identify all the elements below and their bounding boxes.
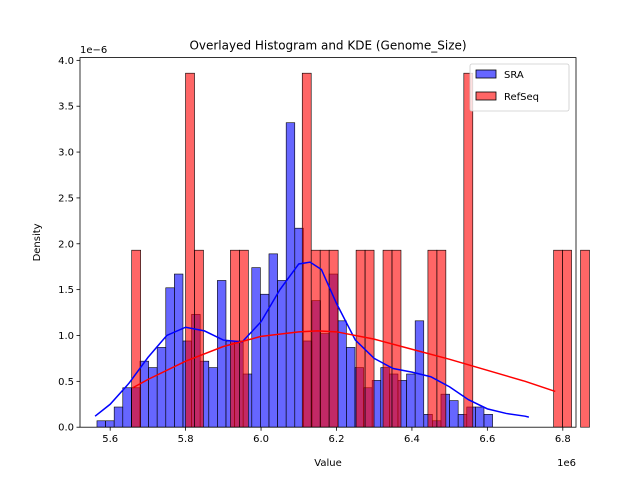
bar-refseq-37 (463, 72, 474, 428)
x-tick-label-4: 6.4 (404, 434, 420, 445)
bar-refseq-12 (239, 249, 249, 428)
bar-refseq-7 (194, 249, 204, 428)
bar-refseq-28 (382, 249, 393, 428)
kde-lines-layer (94, 261, 556, 418)
bar-refseq-25 (355, 249, 366, 428)
bar-refseq-19 (301, 72, 312, 428)
y-tick-label-7: 3.5 (58, 102, 74, 113)
bar-sra-28 (337, 320, 347, 428)
x-offset-text: 1e6 (557, 458, 576, 469)
bar-sra-18 (251, 267, 261, 428)
y-axis-label: Density (32, 223, 43, 261)
bar-sra-7 (156, 347, 167, 428)
y-tick-label-2: 1.0 (58, 331, 74, 342)
axes-layer (79, 57, 577, 428)
x-ticks: 5.6 5.8 6.0 6.2 6.4 6.6 6.8 (102, 427, 571, 445)
legend: SRA RefSeq (469, 63, 570, 112)
bar-sra-45 (483, 414, 493, 428)
bar-sra-44 (475, 406, 485, 428)
x-tick-label-3: 6.2 (329, 434, 345, 445)
legend-swatch-sra (475, 69, 497, 79)
bar-refseq-11 (230, 249, 240, 428)
bars-layer (96, 72, 590, 428)
y-tick-label-0: 0.0 (58, 423, 74, 434)
kde-line-sra-kde (94, 261, 530, 418)
bar-refseq-29 (391, 249, 402, 428)
y-offset-text: 1e−6 (80, 45, 107, 56)
y-tick-label-6: 3.0 (58, 148, 74, 159)
bar-refseq-6 (185, 72, 195, 428)
x-tick-label-1: 5.8 (178, 434, 194, 445)
bar-sra-5 (139, 360, 149, 428)
bar-refseq-33 (427, 249, 438, 428)
bar-refseq-22 (328, 249, 339, 428)
bar-sra-14 (217, 280, 227, 428)
bar-refseq-0 (131, 249, 141, 428)
bar-refseq-47 (553, 249, 563, 428)
x-axis-label: Value (314, 458, 341, 469)
x-tick-label-2: 6.0 (253, 434, 269, 445)
legend-label-refseq: RefSeq (504, 92, 539, 103)
bar-refseq-34 (436, 249, 447, 428)
bar-sra-13 (208, 367, 218, 428)
bar-refseq-50 (580, 249, 590, 428)
y-tick-label-4: 2.0 (58, 239, 74, 250)
bar-sra-29 (346, 347, 356, 428)
y-ticks: 0.0 0.5 1.0 1.5 2.0 2.5 3.0 3.5 4.0 (58, 56, 80, 434)
bar-sra-36 (406, 373, 416, 428)
bar-sra-21 (277, 280, 287, 428)
bar-sra-20 (268, 253, 278, 428)
y-tick-label-8: 4.0 (58, 56, 74, 67)
bar-refseq-20 (310, 249, 321, 428)
chart-title: Overlayed Histogram and KDE (Genome_Size… (189, 39, 466, 53)
y-tick-label-3: 1.5 (58, 285, 74, 296)
bar-sra-41 (449, 400, 459, 428)
x-tick-label-0: 5.6 (102, 434, 118, 445)
bar-sra-3 (122, 387, 132, 428)
bar-refseq-48 (562, 249, 572, 428)
bar-sra-0 (96, 420, 106, 428)
plot-frame (79, 57, 577, 428)
bar-sra-8 (165, 287, 175, 428)
legend-label-sra: SRA (504, 70, 524, 81)
bar-sra-9 (174, 273, 184, 428)
y-tick-label-1: 0.5 (58, 377, 74, 388)
bar-sra-2 (113, 406, 124, 428)
bar-sra-1 (105, 420, 115, 428)
legend-swatch-refseq (475, 91, 497, 101)
kde-line-refseq-kde (132, 330, 556, 393)
x-tick-label-5: 6.6 (479, 434, 495, 445)
x-tick-label-6: 6.8 (555, 434, 571, 445)
y-tick-label-5: 2.5 (58, 193, 74, 204)
